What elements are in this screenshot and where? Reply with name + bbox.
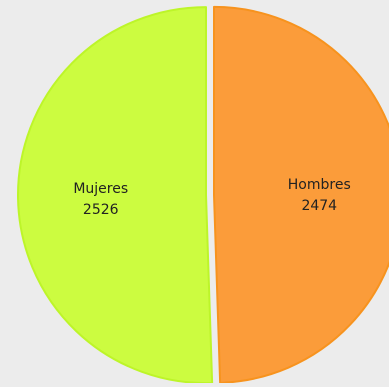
pie-slice-hombres[interactable]	[212, 5, 389, 384]
pie-label-value-hombres: 2474	[301, 198, 337, 214]
pie-label-name-mujeres: Mujeres	[73, 181, 128, 197]
pie-slice-mujeres[interactable]	[17, 6, 214, 384]
pie-label-name-hombres: Hombres	[288, 177, 351, 193]
pie-slices	[17, 5, 389, 384]
pie-label-value-mujeres: 2526	[83, 202, 119, 218]
pie-labels: Hombres 2474 Mujeres 2526	[73, 177, 350, 218]
